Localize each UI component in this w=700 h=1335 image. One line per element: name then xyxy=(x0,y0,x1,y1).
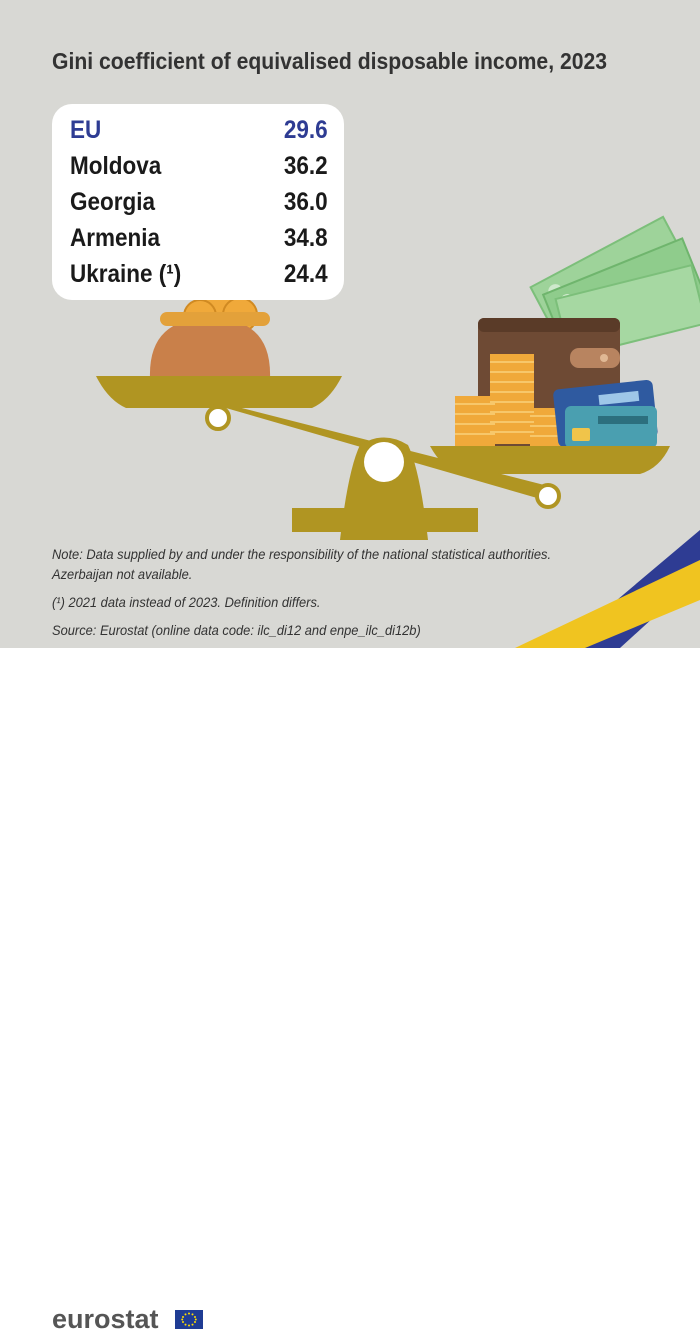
row-label: Moldova xyxy=(70,152,162,180)
source-note: Source: Eurostat (online data code: ilc_… xyxy=(52,622,421,638)
eurostat-logo: eurostat xyxy=(52,1304,159,1334)
row-label: Georgia xyxy=(70,188,156,216)
eu-flag-icon xyxy=(175,1310,203,1329)
table-row: EU 29.6 xyxy=(70,116,328,152)
note-line-1: Note: Data supplied by and under the res… xyxy=(52,546,552,562)
footnote: (¹) 2021 data instead of 2023. Definitio… xyxy=(52,594,321,610)
infographic-canvas: Gini coefficient of equivalised disposab… xyxy=(0,0,700,648)
corner-chevron xyxy=(515,530,700,648)
table-row: Ukraine (¹) 24.4 xyxy=(70,260,328,296)
row-value: 24.4 xyxy=(284,260,328,288)
table-row: Georgia 36.0 xyxy=(70,188,328,224)
row-value: 36.2 xyxy=(284,152,328,180)
row-label: Ukraine (¹) xyxy=(70,260,182,288)
chart-title: Gini coefficient of equivalised disposab… xyxy=(52,48,608,74)
right-pan xyxy=(430,446,670,474)
row-label: Armenia xyxy=(70,224,161,252)
note-line-2: Azerbaijan not available. xyxy=(52,566,193,582)
values-card: EU 29.6 Moldova 36.2 Georgia 36.0 Armeni… xyxy=(52,104,344,300)
left-pan xyxy=(96,376,342,408)
purse-icon xyxy=(149,281,271,378)
footer-bar: eurostat xyxy=(0,648,700,1334)
row-value: 34.8 xyxy=(284,224,328,252)
row-value: 36.0 xyxy=(284,188,328,216)
credit-cards-icon xyxy=(553,379,658,448)
row-value: 29.6 xyxy=(284,116,328,144)
table-row: Armenia 34.8 xyxy=(70,224,328,260)
row-label: EU xyxy=(70,116,102,144)
table-row: Moldova 36.2 xyxy=(70,152,328,188)
balance-scale-illustration xyxy=(96,215,700,648)
